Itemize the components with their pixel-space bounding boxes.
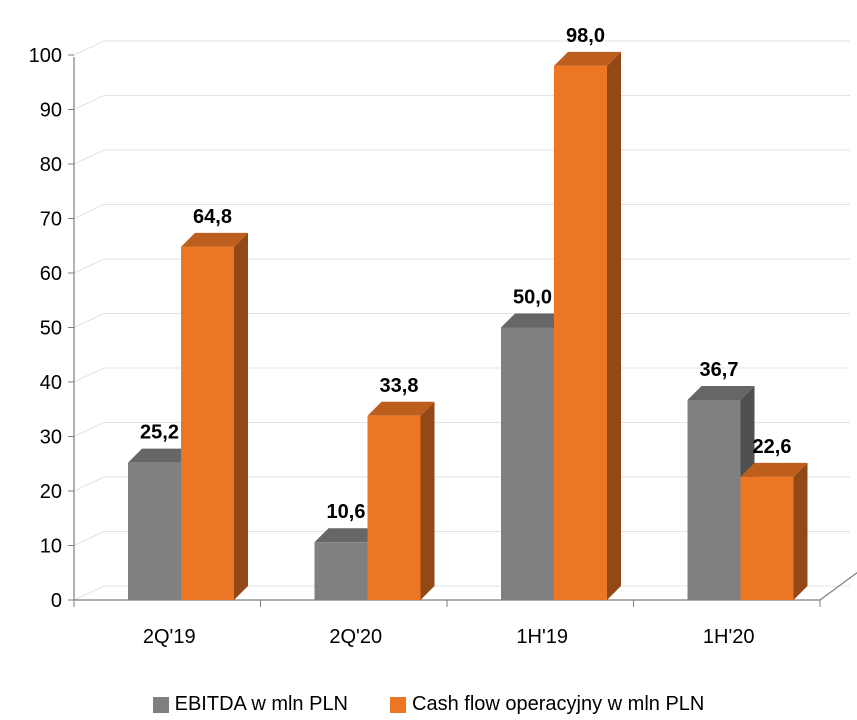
bar-side (793, 462, 808, 600)
data-label: 10,6 (327, 501, 366, 523)
chart-gridlines (73, 40, 850, 601)
bar-front (501, 327, 554, 600)
y-tick-label: 70 (40, 209, 62, 231)
chart-labels: 25,2 64,8 10,6 33,8 50,0 98,0 36,7 22,6 (140, 25, 791, 523)
bar-front (367, 415, 421, 600)
x-tick-label: 1H'20 (703, 626, 755, 648)
bar-top (687, 385, 755, 400)
bar-side (607, 51, 621, 600)
bar (181, 232, 248, 600)
y-tick-label: 80 (40, 154, 62, 176)
gridline (73, 204, 850, 219)
data-label: 33,8 (380, 375, 419, 397)
y-tick-label: 90 (40, 100, 62, 122)
bar-top (181, 232, 248, 247)
gridline (73, 40, 850, 56)
gridline (73, 95, 850, 110)
bar-front (181, 246, 234, 600)
x-tick-label: 1H'19 (516, 626, 568, 648)
legend-label-cash-flow: Cash flow operacyjny w mln PLN (412, 693, 705, 715)
y-tick-label: 60 (40, 263, 62, 285)
bar-top (740, 462, 808, 477)
bar (367, 401, 435, 600)
y-tick-label: 40 (40, 372, 62, 394)
data-label: 25,2 (140, 422, 179, 444)
bar-front (314, 542, 368, 600)
bar (554, 51, 621, 600)
legend-label-ebitda: EBITDA w mln PLN (174, 693, 349, 715)
bar-top (554, 51, 621, 66)
bar-front (128, 462, 181, 600)
y-tick-label: 10 (40, 536, 62, 558)
bar-top (367, 401, 435, 416)
x-tick-label: 2Q'20 (329, 626, 382, 648)
data-label: 98,0 (566, 25, 605, 47)
bar-top (501, 313, 568, 328)
legend-swatch-cash-flow (390, 696, 407, 713)
data-label: 50,0 (513, 287, 552, 309)
bar-top (314, 528, 382, 543)
data-label: 22,6 (753, 436, 792, 458)
legend-swatch-ebitda (152, 696, 169, 713)
gridline (73, 149, 850, 165)
y-tick-label: 50 (40, 318, 62, 340)
data-label: 64,8 (193, 206, 232, 228)
y-tick-label: 20 (40, 481, 62, 503)
chart-bars (128, 51, 808, 600)
y-tick-label: 100 (29, 45, 62, 67)
bar-front (740, 476, 794, 600)
bar-side (234, 232, 248, 600)
y-tick-label: 0 (51, 590, 62, 612)
chart-legend: EBITDA w mln PLN Cash flow operacyjny w … (0, 693, 857, 716)
y-tick-label: 30 (40, 427, 62, 449)
legend-item-cash-flow: Cash flow operacyjny w mln PLN (390, 693, 704, 716)
bar-front (554, 65, 607, 600)
x-tick-label: 2Q'19 (143, 626, 196, 648)
bar (740, 462, 808, 600)
legend-item-ebitda: EBITDA w mln PLN (152, 693, 349, 716)
bar-side (420, 401, 435, 600)
data-label: 36,7 (700, 359, 739, 381)
bar-top (128, 448, 195, 463)
chart-axes: 0 10 20 30 40 50 60 70 80 90 100 2Q'19 2Q'20 1H'19 1H'… (29, 45, 857, 648)
bar-front (687, 399, 741, 600)
